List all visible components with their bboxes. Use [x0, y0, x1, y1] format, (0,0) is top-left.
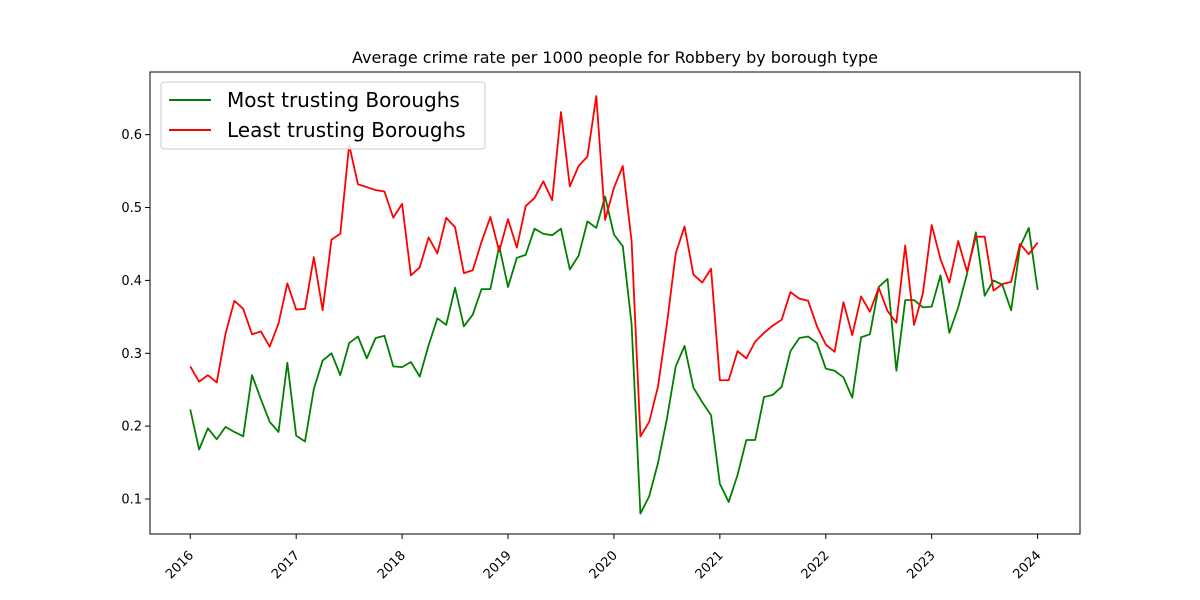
x-tick-label: 2016: [163, 548, 197, 582]
y-tick-label: 0.6: [121, 128, 142, 143]
y-tick-label: 0.4: [121, 274, 142, 289]
y-tick-label: 0.3: [121, 347, 142, 362]
chart-title: Average crime rate per 1000 people for R…: [352, 48, 878, 67]
x-tick-label: 2018: [375, 548, 409, 582]
series-lines: [189, 95, 1039, 515]
series-line-least-trusting: [189, 95, 1039, 438]
legend-label-least-trusting: Least trusting Boroughs: [227, 118, 466, 142]
y-tick-label: 0.2: [121, 420, 142, 435]
legend-label-most-trusting: Most trusting Boroughs: [227, 88, 460, 112]
legend: Most trusting Boroughs Least trusting Bor…: [160, 81, 486, 150]
x-tick-label: 2019: [481, 548, 515, 582]
x-tick-label: 2021: [693, 548, 727, 582]
x-tick-label: 2023: [905, 548, 939, 582]
plot-frame: [149, 71, 1081, 535]
y-tick-label: 0.1: [121, 493, 142, 508]
y-tick-label: 0.5: [121, 201, 142, 216]
x-tick-label: 2022: [799, 548, 833, 582]
series-line-most-trusting: [189, 195, 1039, 515]
x-tick-label: 2017: [269, 548, 303, 582]
x-tick-label: 2020: [587, 548, 621, 582]
legend-box: [160, 81, 486, 150]
x-tick-label: 2024: [1010, 548, 1044, 582]
